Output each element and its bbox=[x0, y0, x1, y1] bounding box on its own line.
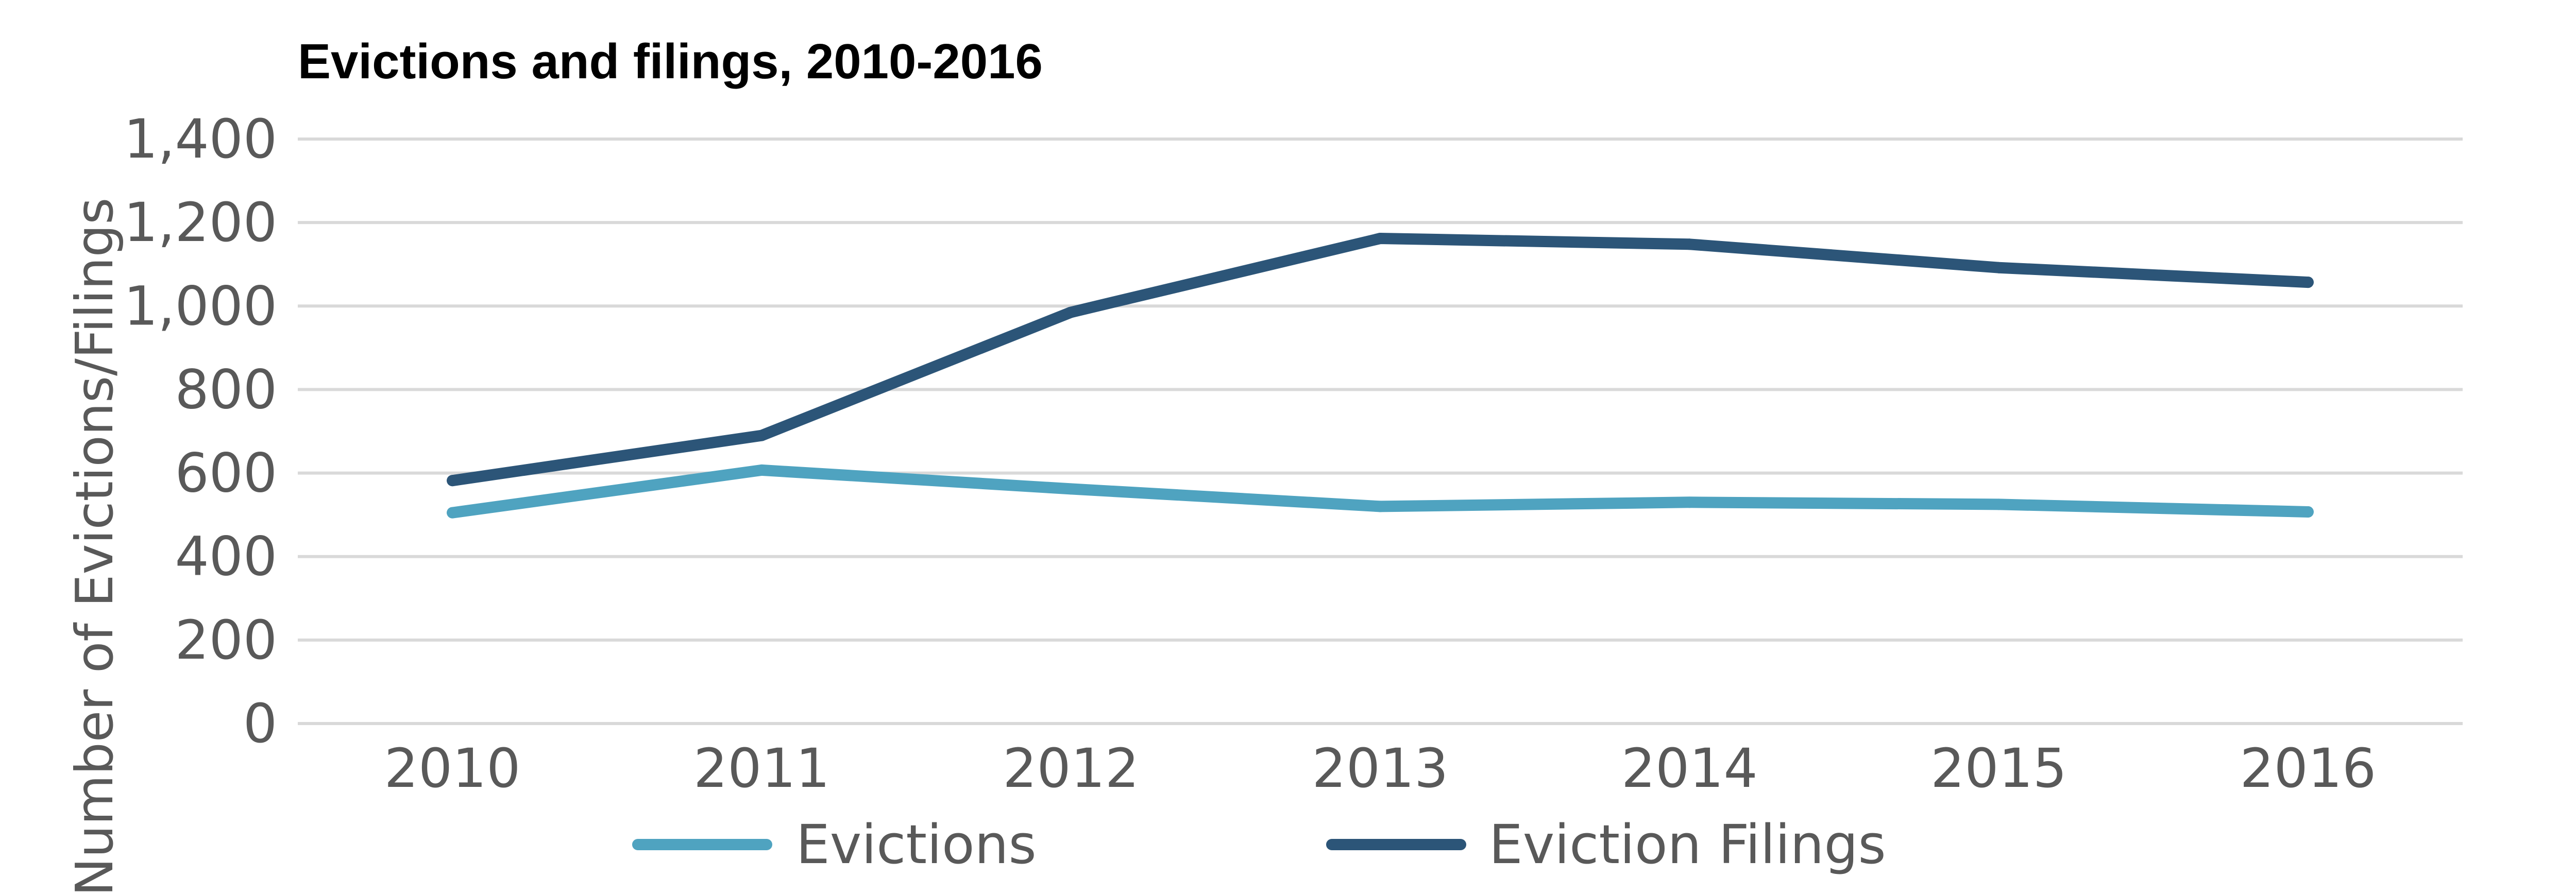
x-tick-label: 2011 bbox=[693, 737, 830, 800]
data-point bbox=[1684, 238, 1696, 250]
data-point bbox=[2302, 506, 2314, 518]
data-point bbox=[1375, 501, 1386, 512]
x-tick-label: 2010 bbox=[384, 737, 521, 800]
legend-label: Evictions bbox=[796, 813, 1037, 876]
data-point bbox=[1065, 483, 1077, 495]
x-tick-label: 2013 bbox=[1312, 737, 1449, 800]
data-point bbox=[1993, 498, 2005, 510]
x-tick-label: 2014 bbox=[1621, 737, 1758, 800]
y-tick-label: 200 bbox=[175, 609, 277, 672]
y-tick-label: 400 bbox=[175, 525, 277, 588]
chart-title: Evictions and filings, 2010-2016 bbox=[298, 34, 1043, 89]
y-tick-label: 0 bbox=[243, 692, 277, 755]
data-point bbox=[1375, 232, 1386, 244]
data-point bbox=[1684, 496, 1696, 508]
gridlines bbox=[298, 137, 2463, 725]
data-point bbox=[447, 507, 459, 519]
data-point bbox=[2302, 277, 2314, 288]
legend-label: Eviction Filings bbox=[1489, 813, 1886, 876]
legend-item-evictions: Evictions bbox=[632, 813, 1037, 876]
y-tick-label: 800 bbox=[175, 358, 277, 421]
data-point bbox=[756, 429, 768, 441]
y-tick-label: 600 bbox=[175, 442, 277, 505]
y-tick-label: 1,000 bbox=[124, 274, 277, 337]
series-lines bbox=[447, 232, 2314, 519]
y-tick-label: 1,200 bbox=[124, 191, 277, 254]
y-axis-title: Number of Evictions/Filings bbox=[64, 198, 125, 894]
data-point bbox=[1065, 306, 1077, 318]
legend: Evictions Eviction Filings bbox=[632, 813, 1886, 876]
x-tick-label: 2016 bbox=[2240, 737, 2377, 800]
y-tick-label: 1,400 bbox=[124, 108, 277, 170]
x-axis-ticks: 2010 2011 2012 2013 2014 2015 2016 bbox=[384, 737, 2376, 800]
x-tick-label: 2015 bbox=[1930, 737, 2067, 800]
data-point bbox=[447, 475, 459, 487]
legend-item-eviction-filings: Eviction Filings bbox=[1326, 813, 1886, 876]
data-point bbox=[756, 464, 768, 476]
series-line-eviction-filings bbox=[447, 233, 2314, 487]
y-axis-ticks: 0 200 400 600 800 1,000 1,200 1,400 bbox=[124, 108, 277, 755]
x-tick-label: 2012 bbox=[1003, 737, 1139, 800]
data-point bbox=[1993, 262, 2005, 273]
